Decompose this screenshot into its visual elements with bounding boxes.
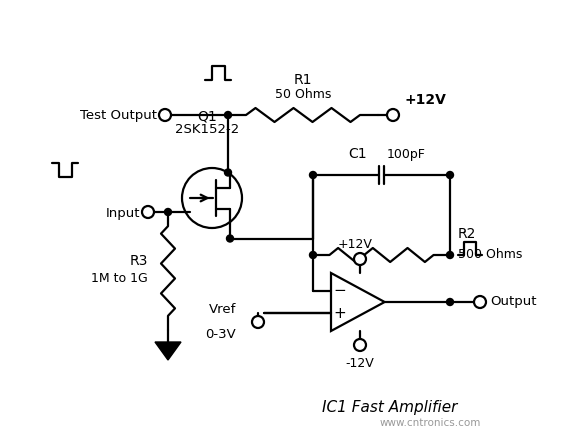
Text: R3: R3 [129,254,148,268]
Text: 1M to 1G: 1M to 1G [91,273,148,286]
Circle shape [164,209,171,216]
Circle shape [252,316,264,328]
Text: Q1: Q1 [197,109,217,123]
Text: 50 Ohms: 50 Ohms [275,88,331,101]
Text: Vref: Vref [209,303,236,316]
Text: Output: Output [490,295,536,308]
Text: Test Output: Test Output [80,108,157,121]
Circle shape [446,172,453,178]
Text: +: + [333,305,346,321]
Text: IC1 Fast Amplifier: IC1 Fast Amplifier [322,400,458,415]
Text: 0-3V: 0-3V [205,328,236,341]
Text: R2: R2 [458,227,476,241]
Text: 2SK152-2: 2SK152-2 [175,123,239,136]
Text: +12V: +12V [405,93,447,107]
Text: 100pF: 100pF [387,148,425,161]
Circle shape [226,235,234,242]
Circle shape [225,111,231,118]
Circle shape [446,251,453,258]
Text: www.cntronics.com: www.cntronics.com [379,418,481,428]
Circle shape [354,253,366,265]
Circle shape [159,109,171,121]
Circle shape [387,109,399,121]
Text: C1: C1 [348,147,367,161]
Text: +12V: +12V [337,238,372,251]
Circle shape [309,172,316,178]
Circle shape [446,299,453,305]
Polygon shape [155,342,181,360]
Text: Input: Input [105,207,140,220]
Circle shape [225,169,231,176]
Circle shape [309,251,316,258]
Text: 500 Ohms: 500 Ohms [458,248,523,261]
Circle shape [354,339,366,351]
Circle shape [474,296,486,308]
Text: R1: R1 [294,73,312,87]
Circle shape [142,206,154,218]
Text: -12V: -12V [346,357,374,370]
Text: −: − [333,283,346,299]
